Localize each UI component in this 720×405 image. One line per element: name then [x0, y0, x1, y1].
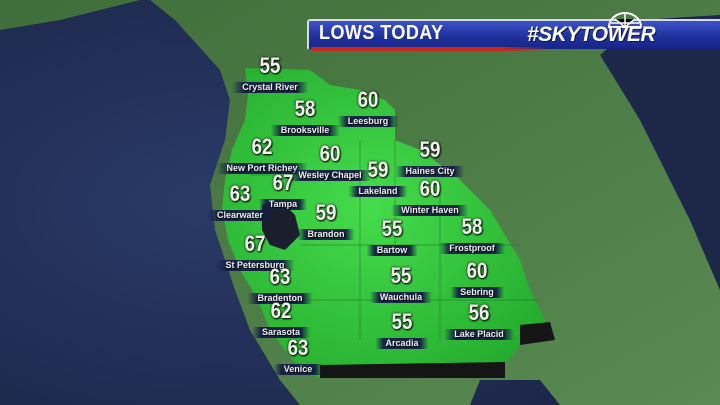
low-temp: 63: [287, 335, 309, 360]
city-label: Wesley Chapel: [288, 170, 372, 181]
skytower-logo: #SKYTOWER: [527, 23, 656, 46]
city-label: Brandon: [297, 229, 355, 240]
low-temp: 63: [269, 264, 291, 289]
low-temp: 58: [461, 214, 483, 239]
low-temp: 55: [259, 53, 281, 78]
city-label: Bartow: [366, 245, 418, 256]
low-temp: 55: [391, 309, 413, 334]
city-label: Lakeland: [348, 186, 408, 197]
city-lake-placid: 56 Lake Placid: [444, 302, 514, 342]
banner-red-stripe: [311, 47, 551, 51]
city-label: Clearwater: [206, 210, 274, 221]
city-label: Lake Placid: [444, 329, 514, 340]
low-temp: 60: [357, 87, 379, 112]
city-haines-city: 59 Haines City: [395, 137, 465, 179]
low-temp: 62: [270, 298, 292, 323]
low-temp: 59: [315, 200, 337, 225]
city-wesley-chapel: 60 Wesley Chapel: [288, 141, 372, 183]
low-temp: 63: [229, 181, 251, 206]
city-bradenton: 63 Bradenton: [247, 264, 313, 306]
low-temp: 60: [419, 176, 441, 201]
title-banner: LOWS TODAY #SKYTOWER: [307, 12, 720, 51]
atlantic: [605, 15, 720, 290]
city-label: Arcadia: [375, 338, 429, 349]
radar-dome-icon: [607, 12, 643, 28]
city-sarasota: 62 Sarasota: [251, 298, 311, 340]
city-crystal-river: 55 Crystal River: [232, 55, 308, 95]
city-label: Tampa: [258, 199, 308, 210]
low-temp: 62: [251, 134, 273, 159]
low-temp: 67: [272, 170, 294, 195]
low-temp: 59: [419, 137, 441, 162]
city-label: Sebring: [450, 287, 504, 298]
city-tampa: 67 Tampa: [258, 170, 308, 212]
city-st-petersburg: 67 St Petersburg: [215, 231, 295, 273]
city-venice: 63 Venice: [273, 335, 323, 377]
city-clearwater: 63 Clearwater: [206, 181, 274, 223]
city-label: St Petersburg: [215, 260, 295, 271]
low-temp: 59: [367, 157, 389, 182]
low-temp: 58: [294, 96, 316, 121]
city-label: Venice: [273, 364, 323, 375]
low-temp: 55: [381, 216, 403, 241]
city-label: Frostproof: [439, 243, 505, 254]
city-lakeland: 59 Lakeland: [348, 157, 408, 199]
city-label: Wauchula: [369, 292, 433, 303]
city-label: Leesburg: [337, 116, 399, 127]
city-label: Brooksville: [270, 125, 340, 136]
banner-title: LOWS TODAY: [319, 22, 444, 44]
city-label: Sarasota: [251, 327, 311, 338]
city-label: Winter Haven: [391, 205, 469, 216]
city-brooksville: 58 Brooksville: [270, 96, 340, 138]
low-temp: 55: [390, 263, 412, 288]
city-label: Bradenton: [247, 293, 313, 304]
city-label: Haines City: [395, 166, 465, 177]
city-sebring: 60 Sebring: [450, 260, 504, 300]
city-bartow: 55 Bartow: [366, 216, 418, 258]
city-leesburg: 60 Leesburg: [337, 87, 399, 129]
banner-bar: [307, 19, 720, 49]
low-temp: 67: [244, 231, 266, 256]
city-new-port-richey: 62 New Port Richey: [216, 134, 308, 176]
city-label: Crystal River: [232, 82, 308, 93]
city-brandon: 59 Brandon: [297, 200, 355, 242]
city-arcadia: 55 Arcadia: [375, 309, 429, 351]
city-winter-haven: 60 Winter Haven: [391, 176, 469, 218]
city-label: New Port Richey: [216, 163, 308, 174]
lake-okeechobee-edge: [320, 322, 555, 378]
city-wauchula: 55 Wauchula: [369, 263, 433, 305]
low-temp: 56: [468, 300, 490, 325]
city-frostproof: 58 Frostproof: [439, 216, 505, 256]
low-temp: 60: [466, 258, 488, 283]
low-temp: 60: [319, 141, 341, 166]
